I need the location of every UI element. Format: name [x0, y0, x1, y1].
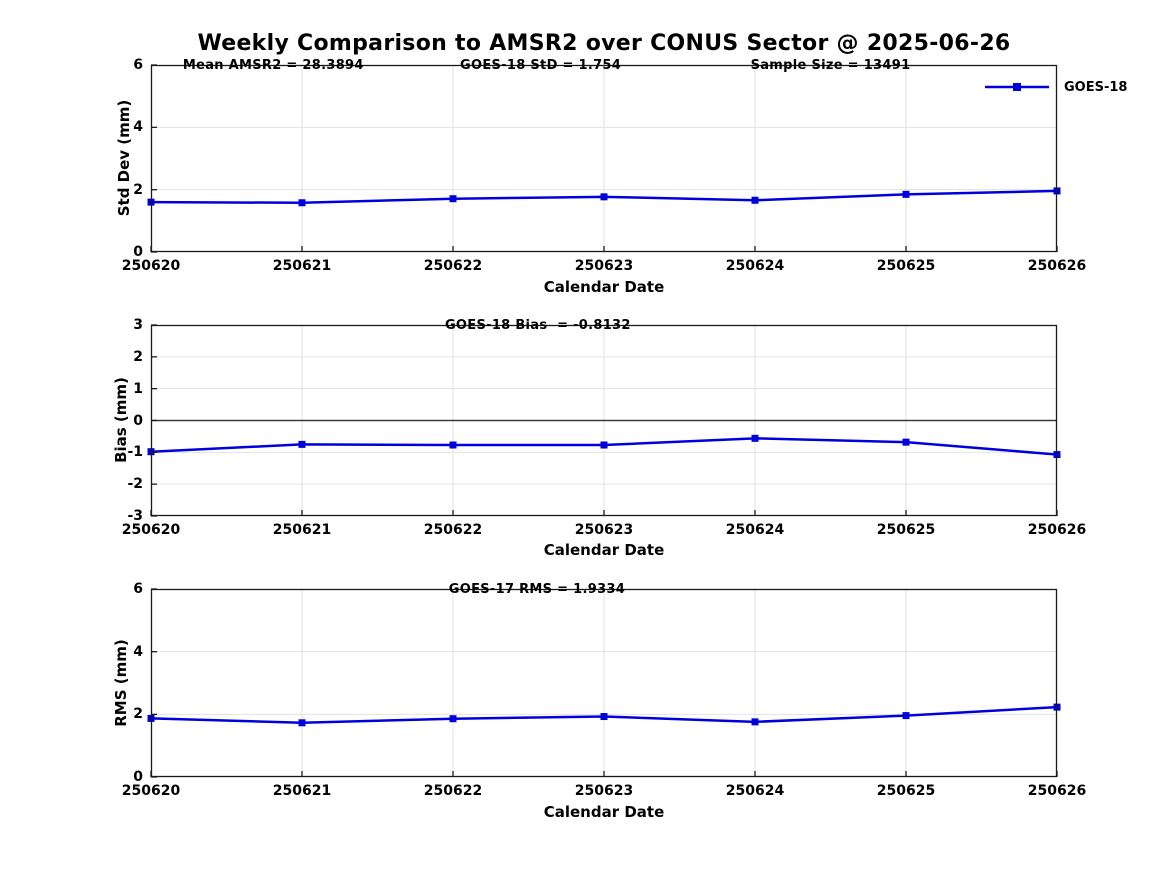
x-tick-label: 250626: [1027, 783, 1087, 799]
data-point-marker: [298, 440, 306, 448]
data-point-marker: [600, 713, 608, 721]
x-tick-label: 250625: [876, 783, 936, 799]
axes-border: [150, 324, 1058, 517]
axes-border: [150, 64, 1058, 253]
x-tick-label: 250623: [574, 783, 634, 799]
plot-area-0: [147, 64, 1061, 253]
plot-area-1: [147, 324, 1061, 517]
data-point-marker: [902, 712, 910, 720]
x-tick-label: 250624: [725, 522, 785, 538]
x-tick-label: 250624: [725, 783, 785, 799]
data-point-marker: [751, 434, 759, 442]
y-tick-label: 1: [133, 380, 143, 397]
data-point-marker: [449, 441, 457, 449]
y-tick-label: 4: [133, 643, 143, 660]
y-tick-label: 2: [133, 348, 143, 365]
x-tick-label: 250625: [876, 522, 936, 538]
annotation: GOES-17 RMS = 1.9334: [448, 582, 626, 597]
x-tick-label: 250626: [1027, 258, 1087, 274]
y-tick-label: -3: [127, 508, 143, 524]
y-tick-label: 2: [133, 181, 143, 198]
x-tick-label: 250621: [272, 258, 332, 274]
annotation: GOES-18 StD = 1.754: [460, 58, 622, 73]
x-tick-label: 250621: [272, 522, 332, 538]
data-point-marker: [449, 195, 457, 203]
axes-border: [150, 588, 1058, 778]
x-tick-label: 250623: [574, 522, 634, 538]
ylabel-std-dev: Std Dev (mm): [115, 99, 133, 217]
y-tick-label: 3: [133, 317, 143, 333]
x-tick-label: 250621: [272, 783, 332, 799]
xlabel-calendar-date-1: Calendar Date: [543, 278, 665, 296]
y-tick-label: 6: [133, 57, 143, 73]
y-tick-label: -2: [127, 476, 143, 493]
y-tick-label: 0: [133, 244, 143, 260]
annotation: Sample Size = 13491: [750, 58, 911, 73]
x-tick-label: 250620: [121, 783, 181, 799]
x-tick-label: 250624: [725, 258, 785, 274]
x-tick-label: 250626: [1027, 522, 1087, 538]
data-point-marker: [298, 199, 306, 207]
y-tick-label: 2: [133, 706, 143, 723]
data-point-marker: [902, 190, 910, 198]
data-point-marker: [600, 193, 608, 201]
xlabel-calendar-date-3: Calendar Date: [543, 803, 665, 821]
x-tick-label: 250622: [423, 522, 483, 538]
annotation: Mean AMSR2 = 28.3894: [182, 58, 364, 73]
legend-label: GOES-18: [1064, 79, 1128, 95]
legend-line-icon: [985, 83, 1049, 91]
y-tick-label: -1: [127, 444, 143, 461]
y-tick-label: 0: [133, 412, 143, 429]
data-point-marker: [902, 438, 910, 446]
x-tick-label: 250623: [574, 258, 634, 274]
legend: GOES-18: [985, 79, 1127, 95]
data-point-marker: [751, 718, 759, 726]
y-tick-label: 6: [133, 581, 143, 597]
x-tick-label: 250622: [423, 258, 483, 274]
y-tick-label: 4: [133, 119, 143, 136]
x-tick-label: 250622: [423, 783, 483, 799]
data-point-marker: [449, 715, 457, 723]
figure-title: Weekly Comparison to AMSR2 over CONUS Se…: [197, 31, 1011, 56]
x-tick-label: 250625: [876, 258, 936, 274]
x-tick-label: 250620: [121, 258, 181, 274]
y-tick-label: 0: [133, 769, 143, 785]
data-point-marker: [600, 441, 608, 449]
data-point-marker: [751, 196, 759, 204]
data-point-marker: [298, 719, 306, 727]
plot-area-2: [147, 588, 1061, 778]
x-tick-label: 250620: [121, 522, 181, 538]
annotation: GOES-18 Bias = -0.8132: [444, 318, 631, 333]
xlabel-calendar-date-2: Calendar Date: [543, 541, 665, 559]
